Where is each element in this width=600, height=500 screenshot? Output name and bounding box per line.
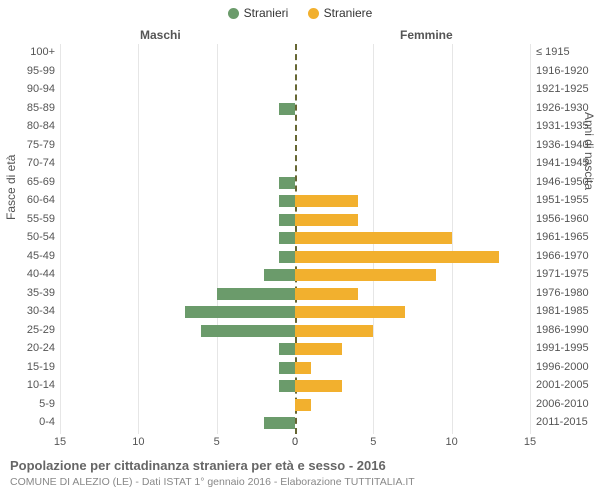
bar-female — [295, 269, 436, 281]
age-label: 60-64 — [5, 194, 55, 206]
bar-female — [295, 251, 499, 263]
age-label: 80-84 — [5, 120, 55, 132]
bar-male — [279, 251, 295, 263]
bar-male — [279, 214, 295, 226]
bar-female — [295, 399, 311, 411]
bar-male — [279, 362, 295, 374]
age-label: 85-89 — [5, 102, 55, 114]
birth-year-label: ≤ 1915 — [536, 46, 600, 58]
bar-male — [217, 288, 295, 300]
x-tick-label: 10 — [446, 436, 458, 448]
age-label: 65-69 — [5, 176, 55, 188]
birth-year-label: 1916-1920 — [536, 65, 600, 77]
bar-female — [295, 343, 342, 355]
legend-item-male: Stranieri — [228, 6, 289, 20]
bar-male — [279, 380, 295, 392]
age-label: 75-79 — [5, 139, 55, 151]
bar-female — [295, 362, 311, 374]
birth-year-label: 1986-1990 — [536, 324, 600, 336]
age-label: 95-99 — [5, 65, 55, 77]
grid-line — [60, 44, 61, 434]
legend-label-female: Straniere — [324, 6, 373, 20]
bar-female — [295, 214, 358, 226]
legend-item-female: Straniere — [308, 6, 373, 20]
legend: Stranieri Straniere — [0, 6, 600, 22]
birth-year-label: 1946-1950 — [536, 176, 600, 188]
birth-year-label: 2006-2010 — [536, 398, 600, 410]
birth-year-label: 1966-1970 — [536, 250, 600, 262]
age-label: 30-34 — [5, 305, 55, 317]
bar-female — [295, 288, 358, 300]
x-tick-label: 10 — [132, 436, 144, 448]
birth-year-label: 1956-1960 — [536, 213, 600, 225]
birth-year-label: 1941-1945 — [536, 157, 600, 169]
chart-title: Popolazione per cittadinanza straniera p… — [10, 458, 386, 473]
x-tick-label: 5 — [214, 436, 220, 448]
legend-swatch-female — [308, 8, 319, 19]
column-header-female: Femmine — [400, 28, 453, 42]
population-pyramid-chart: Stranieri Straniere Maschi Femmine Fasce… — [0, 0, 600, 500]
birth-year-label: 1991-1995 — [536, 342, 600, 354]
x-tick-label: 15 — [524, 436, 536, 448]
bar-female — [295, 306, 405, 318]
bar-male — [185, 306, 295, 318]
birth-year-label: 1936-1940 — [536, 139, 600, 151]
birth-year-label: 1976-1980 — [536, 287, 600, 299]
bar-male — [279, 343, 295, 355]
x-tick-label: 15 — [54, 436, 66, 448]
birth-year-label: 1931-1935 — [536, 120, 600, 132]
age-label: 35-39 — [5, 287, 55, 299]
birth-year-label: 1981-1985 — [536, 305, 600, 317]
birth-year-label: 1996-2000 — [536, 361, 600, 373]
bar-male — [279, 103, 295, 115]
birth-year-label: 2011-2015 — [536, 416, 600, 428]
bar-male — [264, 269, 295, 281]
bar-female — [295, 195, 358, 207]
age-label: 70-74 — [5, 157, 55, 169]
age-label: 40-44 — [5, 268, 55, 280]
column-header-male: Maschi — [140, 28, 181, 42]
grid-line — [138, 44, 139, 434]
age-label: 50-54 — [5, 231, 55, 243]
age-label: 10-14 — [5, 379, 55, 391]
age-label: 25-29 — [5, 324, 55, 336]
age-label: 0-4 — [5, 416, 55, 428]
grid-line — [217, 44, 218, 434]
bar-female — [295, 325, 373, 337]
bar-male — [279, 195, 295, 207]
grid-line — [530, 44, 531, 434]
legend-label-male: Stranieri — [244, 6, 289, 20]
age-label: 5-9 — [5, 398, 55, 410]
birth-year-label: 1971-1975 — [536, 268, 600, 280]
bar-female — [295, 380, 342, 392]
birth-year-label: 1921-1925 — [536, 83, 600, 95]
plot-area: 005510101515100+≤ 191595-991916-192090-9… — [60, 44, 530, 434]
chart-subtitle: COMUNE DI ALEZIO (LE) - Dati ISTAT 1° ge… — [10, 476, 415, 488]
age-label: 90-94 — [5, 83, 55, 95]
age-label: 15-19 — [5, 361, 55, 373]
bar-male — [279, 232, 295, 244]
age-label: 100+ — [5, 46, 55, 58]
age-label: 20-24 — [5, 342, 55, 354]
age-label: 55-59 — [5, 213, 55, 225]
birth-year-label: 1951-1955 — [536, 194, 600, 206]
grid-line — [452, 44, 453, 434]
birth-year-label: 1926-1930 — [536, 102, 600, 114]
legend-swatch-male — [228, 8, 239, 19]
birth-year-label: 1961-1965 — [536, 231, 600, 243]
bar-male — [264, 417, 295, 429]
bar-male — [279, 177, 295, 189]
x-tick-label: 5 — [370, 436, 376, 448]
x-tick-label: 0 — [292, 436, 298, 448]
birth-year-label: 2001-2005 — [536, 379, 600, 391]
age-label: 45-49 — [5, 250, 55, 262]
bar-female — [295, 232, 452, 244]
bar-male — [201, 325, 295, 337]
